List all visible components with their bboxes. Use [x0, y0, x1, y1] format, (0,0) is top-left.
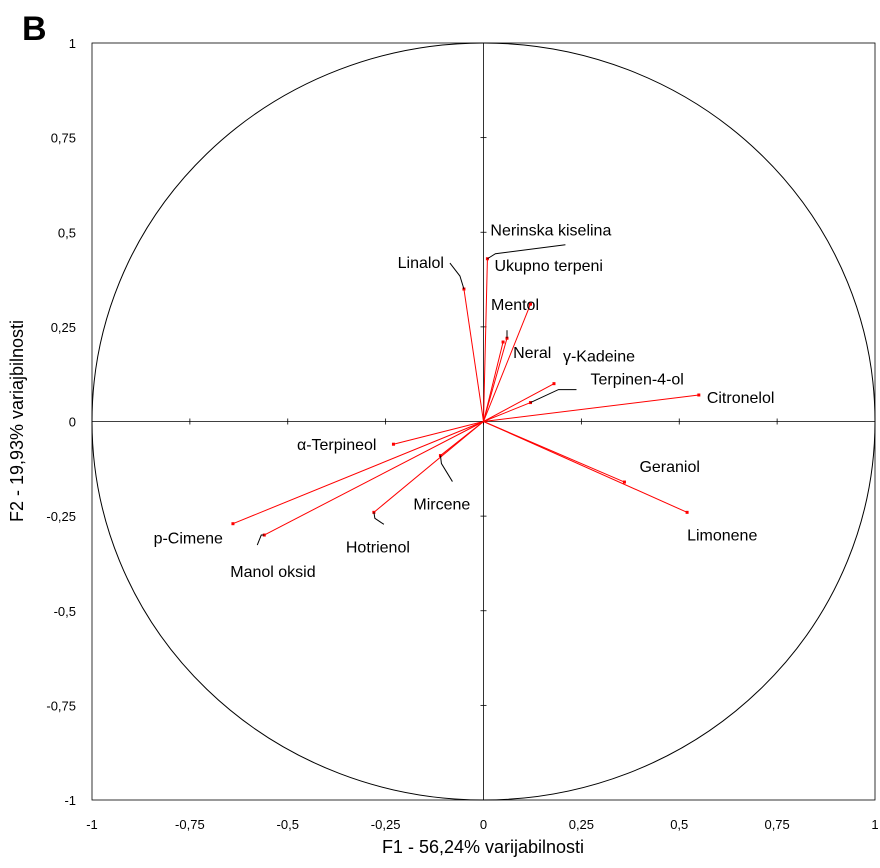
- y-tick-label: 0,25: [51, 320, 76, 335]
- variable-label-1: Linalol: [398, 255, 444, 272]
- x-tick-marks: [91, 418, 876, 425]
- panel-label: B: [22, 10, 47, 48]
- x-tick-labels: -1 -0,75 -0,5 -0,25 0 0,25 0,5 0,75 1: [86, 817, 878, 832]
- x-tick-label: 1: [871, 817, 878, 832]
- variable-label-6: Terpinen-4-ol: [590, 372, 683, 389]
- vector-4: [483, 341, 504, 422]
- variable-label-8: α-Terpineol: [297, 437, 377, 454]
- variable-labels: Nerinska kiselina Linalol Ukupno terpeni Me…: [154, 223, 775, 581]
- vector-point-13: [231, 522, 235, 526]
- variable-label-12: Hotrienol: [346, 539, 410, 556]
- variable-label-3: Mentol: [491, 297, 539, 314]
- vector-point-7: [697, 393, 701, 397]
- x-tick-label: -0,75: [175, 817, 205, 832]
- vector-point-10: [622, 480, 626, 484]
- leader-line-9: [439, 455, 453, 482]
- vector-point-12: [372, 510, 376, 514]
- variable-label-9: Mircene: [413, 497, 470, 514]
- vector-6: [483, 402, 531, 422]
- x-axis-title: F1 - 56,24% varijabilnosti: [382, 837, 584, 857]
- vector-point-11: [685, 510, 689, 514]
- vector-13: [232, 421, 484, 525]
- y-tick-labels: -1 -0,75 -0,5 -0,25 0 0,25 0,5 0,75 1: [46, 36, 76, 808]
- y-axis-title: F2 - 19,93% variajbilnosti: [7, 320, 27, 522]
- x-tick-label: 0,5: [670, 817, 688, 832]
- vector-14: [264, 421, 484, 536]
- x-tick-label: 0,25: [569, 817, 594, 832]
- x-tick-label: 0: [480, 817, 487, 832]
- variable-label-5: γ-Kadeine: [563, 349, 635, 366]
- leader-line-14: [256, 534, 265, 546]
- y-tick-label: -0,75: [46, 698, 76, 713]
- vector-1: [463, 288, 484, 422]
- y-tick-label: 0: [69, 415, 76, 430]
- vector-11: [483, 421, 688, 513]
- vector-2: [483, 303, 531, 422]
- variable-label-10: Geraniol: [639, 459, 699, 476]
- vector-7: [483, 394, 699, 422]
- leader-line-0: [487, 244, 566, 260]
- variable-label-11: Limonene: [687, 527, 757, 544]
- y-tick-label: 0,5: [58, 225, 76, 240]
- vector-point-4: [501, 340, 505, 344]
- x-tick-label: 0,75: [764, 817, 789, 832]
- x-tick-label: -1: [86, 817, 98, 832]
- variable-label-2: Ukupno terpeni: [494, 258, 603, 275]
- vector-8: [393, 421, 484, 445]
- vector-point-5: [552, 382, 556, 386]
- y-tick-label: -1: [64, 793, 76, 808]
- variable-label-0: Nerinska kiselina: [490, 223, 611, 240]
- leader-line-1: [449, 262, 465, 290]
- variable-label-4: Neral: [513, 345, 551, 362]
- variable-label-14: Manol oksid: [230, 564, 315, 581]
- vector-point-2: [528, 302, 532, 306]
- variable-vectors: [231, 257, 701, 537]
- x-tick-label: -0,25: [371, 817, 401, 832]
- y-tick-label: 1: [69, 36, 76, 51]
- y-tick-label: -0,5: [54, 604, 76, 619]
- x-tick-label: -0,5: [277, 817, 299, 832]
- y-tick-label: 0,75: [51, 131, 76, 146]
- vector-12: [373, 421, 484, 513]
- leader-line-12: [373, 512, 385, 525]
- variable-label-7: Citronelol: [707, 390, 775, 407]
- vector-0: [483, 258, 488, 422]
- y-tick-label: -0,25: [46, 509, 76, 524]
- label-leader-lines: [256, 244, 577, 546]
- leader-line-6: [530, 389, 577, 404]
- variable-label-13: p-Cimene: [154, 531, 223, 548]
- vector-point-8: [391, 442, 395, 446]
- vector-5: [483, 383, 555, 422]
